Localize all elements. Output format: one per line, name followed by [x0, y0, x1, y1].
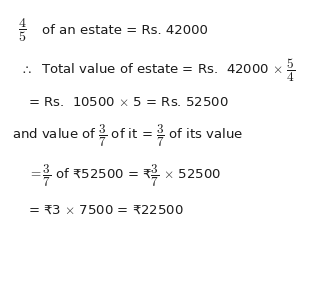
Text: and value of $\dfrac{3}{7}$ of it = $\dfrac{3}{7}$ of its value: and value of $\dfrac{3}{7}$ of it = $\df… [12, 123, 243, 149]
Text: $\therefore$  Total value of estate = Rs.  42000 $\times$ $\dfrac{5}{4}$: $\therefore$ Total value of estate = Rs.… [20, 56, 296, 84]
Text: of an estate = Rs. 42000: of an estate = Rs. 42000 [42, 24, 208, 37]
Text: $\dfrac{4}{5}$: $\dfrac{4}{5}$ [18, 16, 27, 44]
Text: = Rs.  10500 $\times$ 5 = Rs. 52500: = Rs. 10500 $\times$ 5 = Rs. 52500 [28, 96, 229, 109]
Text: $= \dfrac{3}{7}$ of ₹52500 = ₹$\dfrac{3}{7}$ $\times$ 52500: $= \dfrac{3}{7}$ of ₹52500 = ₹$\dfrac{3}… [28, 163, 221, 189]
Text: = ₹3 $\times$ 7500 = ₹22500: = ₹3 $\times$ 7500 = ₹22500 [28, 204, 184, 217]
